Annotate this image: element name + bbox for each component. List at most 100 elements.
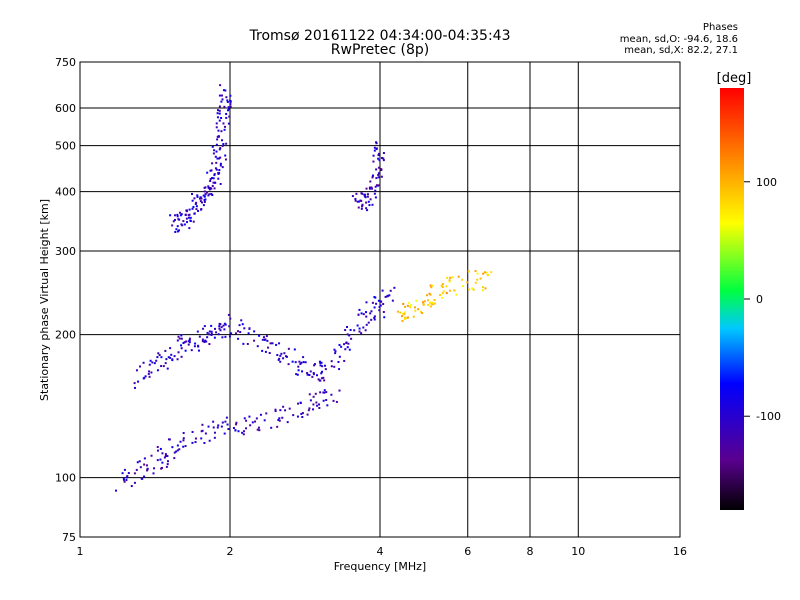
data-point bbox=[206, 331, 209, 334]
data-point bbox=[312, 408, 315, 411]
data-point bbox=[209, 178, 212, 181]
data-point bbox=[378, 159, 381, 162]
data-point bbox=[219, 162, 222, 165]
data-point bbox=[187, 214, 190, 217]
data-point bbox=[230, 332, 233, 335]
data-point bbox=[208, 343, 211, 346]
data-point bbox=[217, 333, 220, 336]
data-point bbox=[228, 325, 231, 328]
data-point bbox=[365, 311, 368, 314]
data-point bbox=[223, 128, 226, 131]
data-point bbox=[229, 100, 232, 103]
data-point bbox=[344, 348, 347, 351]
data-point bbox=[210, 330, 213, 333]
data-point bbox=[227, 313, 230, 316]
data-point bbox=[143, 463, 146, 466]
data-point bbox=[187, 343, 190, 346]
data-point bbox=[381, 156, 384, 159]
data-point bbox=[210, 334, 213, 337]
data-point bbox=[264, 350, 267, 353]
data-point bbox=[235, 423, 238, 426]
data-point bbox=[482, 289, 485, 292]
data-point bbox=[149, 359, 152, 362]
data-point bbox=[217, 135, 220, 138]
data-point bbox=[261, 338, 264, 341]
data-point bbox=[292, 414, 295, 417]
data-point bbox=[213, 181, 216, 184]
data-point bbox=[271, 342, 274, 345]
data-point bbox=[212, 152, 215, 155]
data-point bbox=[440, 284, 443, 287]
data-point bbox=[137, 380, 140, 383]
data-point bbox=[165, 465, 168, 468]
data-point bbox=[219, 147, 222, 150]
data-point bbox=[297, 365, 300, 368]
data-point bbox=[374, 189, 377, 192]
data-point bbox=[226, 99, 229, 102]
data-point bbox=[404, 305, 407, 308]
data-point bbox=[312, 403, 315, 406]
data-point bbox=[379, 304, 382, 307]
data-point bbox=[455, 293, 458, 296]
data-point bbox=[221, 98, 224, 101]
data-point bbox=[179, 211, 182, 214]
data-point bbox=[267, 346, 270, 349]
data-point bbox=[203, 341, 206, 344]
data-point bbox=[440, 296, 443, 299]
data-point bbox=[173, 451, 176, 454]
data-point bbox=[180, 355, 183, 358]
data-point bbox=[421, 312, 424, 315]
data-point bbox=[321, 370, 324, 373]
data-point bbox=[403, 313, 406, 316]
data-point bbox=[251, 421, 254, 424]
data-point bbox=[360, 312, 363, 315]
data-point bbox=[380, 175, 383, 178]
data-point bbox=[139, 466, 142, 469]
data-point bbox=[388, 294, 391, 297]
data-point bbox=[218, 109, 221, 112]
data-point bbox=[222, 122, 225, 125]
data-point bbox=[361, 203, 364, 206]
data-point bbox=[210, 324, 213, 327]
data-point bbox=[302, 361, 305, 364]
data-point bbox=[198, 197, 201, 200]
data-point bbox=[408, 306, 411, 309]
data-point bbox=[197, 349, 200, 352]
data-point bbox=[406, 316, 409, 319]
data-point bbox=[159, 447, 162, 450]
data-point bbox=[229, 317, 232, 320]
data-point bbox=[354, 199, 357, 202]
data-point bbox=[227, 122, 230, 125]
data-point bbox=[161, 461, 164, 464]
data-point bbox=[270, 426, 273, 429]
data-point bbox=[373, 146, 376, 149]
data-point bbox=[353, 329, 356, 332]
data-point bbox=[365, 301, 368, 304]
data-point bbox=[277, 358, 280, 361]
data-point bbox=[143, 376, 146, 379]
data-point bbox=[323, 379, 326, 382]
data-point bbox=[279, 360, 282, 363]
data-point bbox=[375, 168, 378, 171]
data-point bbox=[309, 370, 312, 373]
data-point bbox=[216, 116, 219, 119]
data-point bbox=[185, 210, 188, 213]
data-point bbox=[195, 205, 198, 208]
data-point bbox=[173, 355, 176, 358]
data-point bbox=[382, 157, 385, 160]
x-tick-label: 10 bbox=[571, 545, 585, 558]
data-point bbox=[150, 454, 153, 457]
data-point bbox=[221, 166, 224, 169]
data-point bbox=[415, 299, 418, 302]
data-point bbox=[382, 303, 385, 306]
data-point bbox=[393, 286, 396, 289]
data-point bbox=[201, 338, 204, 341]
data-point bbox=[287, 363, 290, 366]
data-point bbox=[315, 374, 318, 377]
data-point bbox=[457, 275, 460, 278]
data-point bbox=[207, 187, 210, 190]
data-point bbox=[218, 119, 221, 122]
data-point bbox=[164, 349, 167, 352]
data-point bbox=[301, 370, 304, 373]
data-point bbox=[245, 427, 248, 430]
